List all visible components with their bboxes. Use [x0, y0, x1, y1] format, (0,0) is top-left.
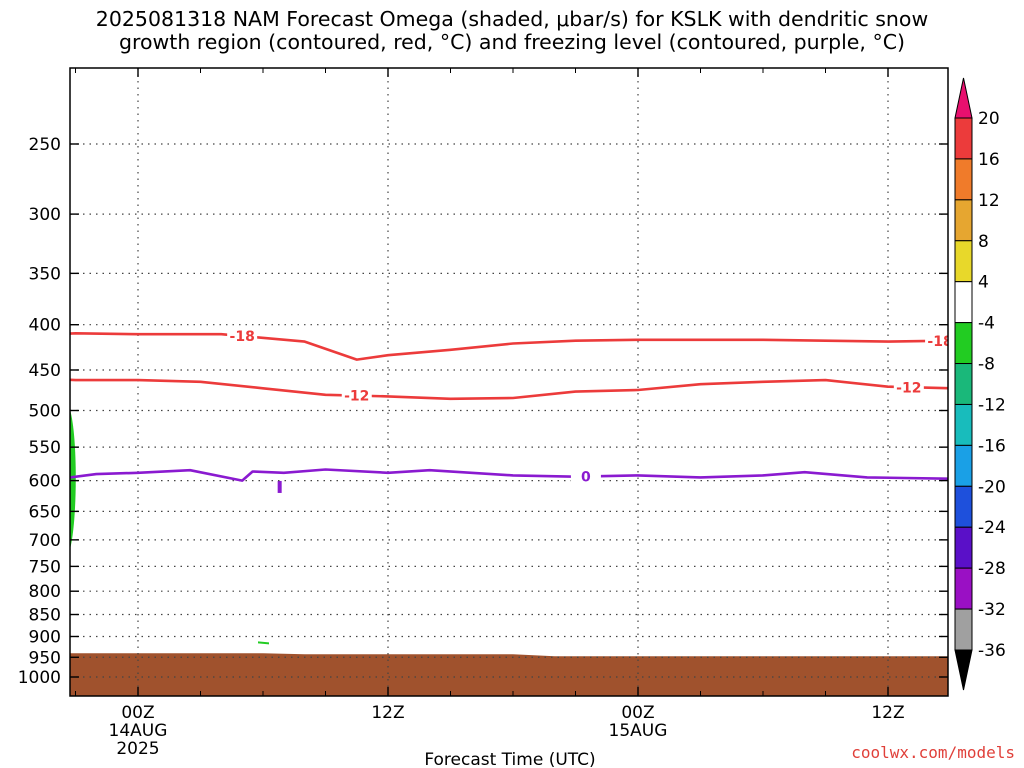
- colorbar-label: -28: [978, 559, 1006, 579]
- colorbar-label: -32: [978, 600, 1006, 620]
- y-tick-label: 950: [29, 648, 61, 668]
- contour-label: -12: [896, 380, 921, 396]
- colorbar-segment: [954, 281, 973, 324]
- contour-line: [70, 332, 948, 361]
- colorbar-label: -16: [978, 436, 1006, 456]
- colorbar-label: 12: [978, 191, 1000, 211]
- colorbar-segment: [954, 117, 973, 160]
- x-tick-date-label: 14AUG: [109, 721, 168, 741]
- y-tick-label: 500: [29, 402, 61, 422]
- y-tick-label: 600: [29, 472, 61, 492]
- colorbar-label: -24: [978, 518, 1006, 538]
- contour-label-bg: [925, 332, 948, 349]
- colorbar-top-arrow: [954, 77, 973, 119]
- y-tick-label: 900: [29, 627, 61, 647]
- colorbar-bottom-arrow: [954, 649, 973, 691]
- y-tick-label: 450: [29, 361, 61, 381]
- colorbar-segment: [954, 526, 973, 569]
- colorbar-label: 16: [978, 150, 1000, 170]
- colorbar-label: -8: [978, 355, 995, 375]
- omega-shaded-region: [70, 409, 76, 550]
- colorbar: 20 16 12 8 4 -4 -8 -12 -16 -20 -24 -28 -32 -36: [954, 77, 1006, 691]
- colorbar-label: -12: [978, 395, 1006, 415]
- contour-label: -18: [230, 329, 255, 345]
- title-line-1: 2025081318 NAM Forecast Omega (shaded, μ…: [95, 7, 929, 31]
- y-tick-label: 800: [29, 582, 61, 602]
- colorbar-segment: [954, 199, 973, 242]
- contour-line: [70, 378, 948, 401]
- contour-label-bg: [227, 328, 258, 345]
- omega-shaded-region: [277, 480, 282, 493]
- contour-label: -12: [344, 389, 369, 405]
- contour-label-bg: [893, 379, 924, 396]
- contour-line: [70, 468, 948, 482]
- colorbar-label: -20: [978, 477, 1006, 497]
- colorbar-label: -4: [978, 314, 995, 334]
- contour-label: 0: [581, 470, 591, 486]
- chart-title: 2025081318 NAM Forecast Omega (shaded, μ…: [0, 8, 1024, 54]
- contour-label: -18: [927, 334, 952, 350]
- colorbar-segment: [954, 567, 973, 610]
- colorbar-segment: [954, 363, 973, 405]
- plot-frame: [69, 67, 949, 697]
- colorbar-segment: [954, 403, 973, 446]
- terrain-below-ground: [70, 653, 948, 696]
- x-tick-date-label: 15AUG: [609, 721, 668, 741]
- y-tick-label: 400: [29, 316, 61, 336]
- y-tick-label: 250: [29, 135, 61, 155]
- colorbar-segment: [954, 444, 973, 487]
- site-credit: coolwx.com/models: [851, 743, 1015, 762]
- plot-area: -18-18-18-12-12-12000: [70, 68, 952, 696]
- x-tick-label: 12Z: [871, 703, 904, 723]
- y-tick-label: 300: [29, 205, 61, 225]
- contour-label-bg: [341, 387, 372, 404]
- x-tick-label: 00Z: [121, 703, 154, 723]
- colorbar-segment: [954, 158, 973, 201]
- colorbar-segment: [954, 608, 973, 651]
- x-tick-label: 12Z: [371, 703, 404, 723]
- x-axis-title: Forecast Time (UTC): [424, 750, 595, 768]
- title-line-2: growth region (contoured, red, °C) and f…: [118, 30, 906, 54]
- colorbar-label: -36: [978, 641, 1006, 661]
- y-tick-label: 750: [29, 557, 61, 577]
- y-tick-label: 350: [29, 264, 61, 284]
- x-tick-label: 00Z: [621, 703, 654, 723]
- x-tick-year-label: 2025: [116, 739, 159, 759]
- y-tick-label: 550: [29, 438, 61, 458]
- colorbar-segment: [954, 485, 973, 528]
- y-tick-label: 1000: [18, 668, 61, 688]
- colorbar-label: 20: [978, 109, 1000, 129]
- colorbar-label: 4: [978, 273, 989, 293]
- colorbar-segment: [954, 240, 973, 283]
- y-tick-label: 650: [29, 502, 61, 522]
- y-tick-label: 700: [29, 531, 61, 551]
- y-tick-label: 850: [29, 606, 61, 626]
- contour-label-bg: [570, 468, 601, 485]
- colorbar-segment: [954, 322, 973, 365]
- omega-shaded-region: [258, 641, 269, 645]
- colorbar-label: 8: [978, 232, 989, 252]
